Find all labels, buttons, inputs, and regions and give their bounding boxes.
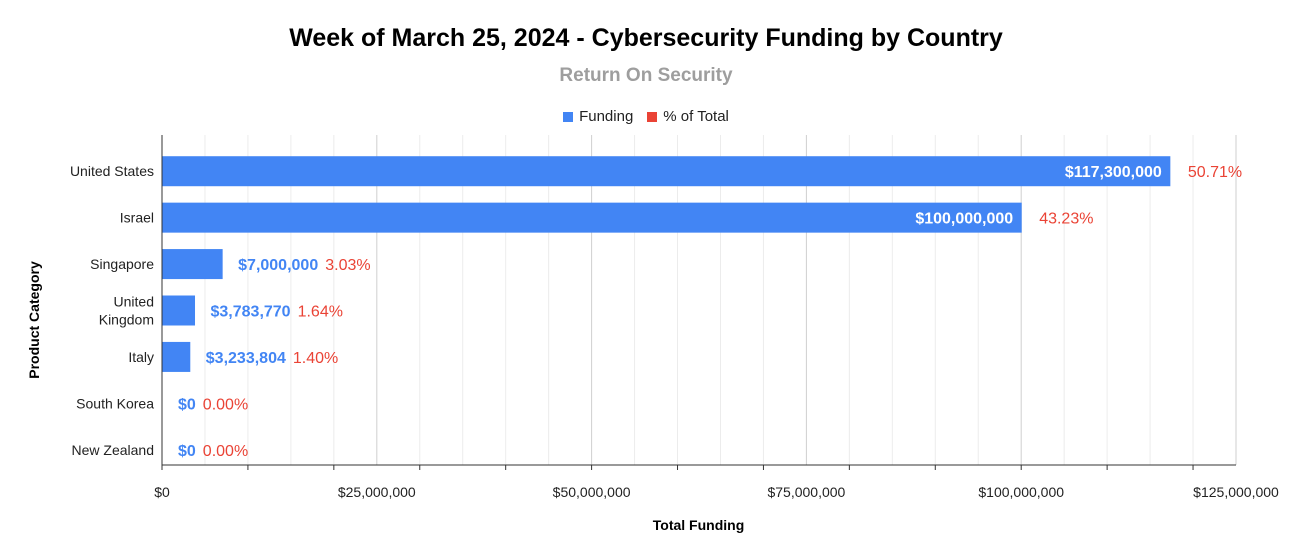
x-tick-label: $75,000,000 — [767, 484, 845, 500]
percent-data-label: 50.71% — [1188, 164, 1242, 181]
legend-item-percent: % of Total — [647, 108, 729, 125]
funding-bar — [162, 341, 191, 372]
chart-subtitle: Return On Security — [559, 65, 733, 86]
x-tick-label: $25,000,000 — [338, 484, 416, 500]
y-tick-label: United Kingdom — [99, 294, 154, 328]
funding-bar — [162, 202, 1022, 233]
funding-data-label: $100,000,000 — [915, 211, 1013, 228]
legend-label-funding: Funding — [579, 108, 634, 125]
y-axis-title: Product Category — [26, 261, 42, 379]
funding-data-label: $3,783,770 — [211, 304, 291, 321]
y-tick-label: South Korea — [76, 395, 154, 411]
chart-legend: Funding % of Total — [0, 108, 1292, 125]
funding-data-label: $0 — [178, 396, 196, 413]
chart-title: Week of March 25, 2024 - Cybersecurity F… — [289, 24, 1003, 52]
y-tick-label: Italy — [128, 349, 154, 365]
x-tick-label: $50,000,000 — [553, 484, 631, 500]
percent-data-label: 3.03% — [325, 257, 370, 274]
legend-swatch-funding — [563, 111, 574, 122]
y-tick-label: Singapore — [90, 256, 154, 272]
percent-data-label: 1.40% — [293, 350, 338, 367]
legend-swatch-percent — [647, 111, 658, 122]
legend-label-percent: % of Total — [663, 108, 729, 125]
y-tick-label: New Zealand — [72, 442, 155, 458]
funding-bar — [162, 249, 223, 280]
funding-bar — [162, 295, 196, 326]
percent-data-label: 43.23% — [1039, 211, 1093, 228]
funding-bar — [162, 156, 1171, 187]
percent-data-label: 1.64% — [298, 304, 343, 321]
x-tick-label: $100,000,000 — [978, 484, 1064, 500]
percent-data-label: 0.00% — [203, 443, 248, 460]
legend-item-funding: Funding — [563, 108, 633, 125]
x-axis-title: Total Funding — [652, 517, 745, 533]
funding-data-label: $117,300,000 — [1065, 164, 1162, 181]
funding-data-label: $7,000,000 — [238, 257, 318, 274]
percent-data-label: 0.00% — [203, 396, 248, 413]
x-tick-label: $125,000,000 — [1193, 484, 1279, 500]
x-tick-label: $0 — [154, 484, 170, 500]
y-tick-label: United States — [70, 163, 154, 179]
funding-data-label: $3,233,804 — [206, 350, 286, 367]
y-tick-label: Israel — [120, 210, 154, 226]
funding-data-label: $0 — [178, 443, 196, 460]
